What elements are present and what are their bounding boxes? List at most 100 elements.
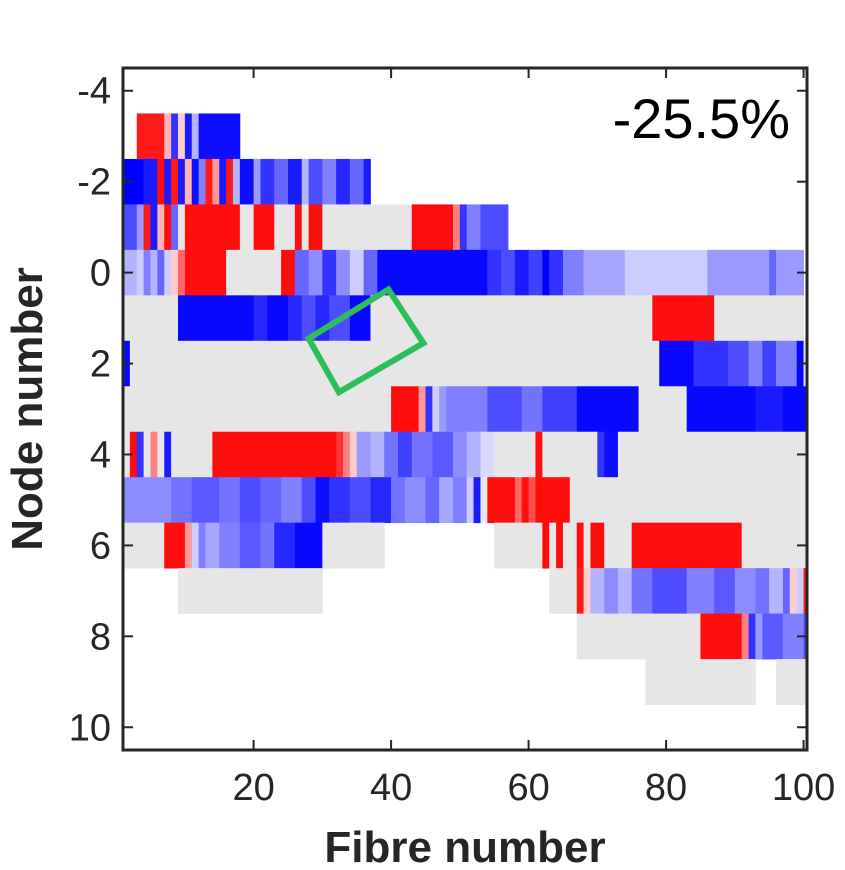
heatmap-cell [707, 249, 770, 296]
heatmap-cell [466, 431, 481, 478]
heatmap-cell [198, 522, 206, 569]
heatmap-cell [590, 568, 605, 614]
heatmap-cell [576, 613, 701, 660]
heatmap-cell [466, 477, 474, 524]
heatmap-cell [274, 522, 296, 569]
heatmap-cell [171, 204, 179, 251]
heatmap-cell [755, 613, 763, 660]
heatmap-cell [535, 431, 543, 478]
heatmap-cell [762, 340, 777, 387]
heatmap-cell [576, 386, 639, 433]
heatmap-cell [741, 522, 808, 569]
heatmap-cell [439, 477, 454, 524]
heatmap-cell [576, 568, 584, 614]
heatmap-cell [377, 249, 488, 296]
heatmap-cell [562, 522, 578, 569]
heatmap-cell [171, 249, 179, 296]
heatmap-cell [177, 249, 186, 296]
heatmap-cell [714, 295, 804, 342]
heatmap-cell [583, 568, 591, 614]
heatmap-cell [171, 158, 179, 205]
heatmap-cell [143, 204, 151, 251]
heatmap-cell [184, 158, 193, 205]
heatmap-cell [363, 249, 378, 296]
heatmap-cell [184, 204, 241, 251]
heatmap-cell [301, 477, 316, 524]
heatmap-cell [226, 249, 282, 296]
heatmap-cell [164, 249, 172, 296]
highlight-box [304, 285, 428, 397]
heatmap-cell [205, 522, 220, 569]
heatmap-cell [177, 568, 323, 614]
heatmap-cell [164, 204, 172, 251]
heatmap-cell [150, 204, 158, 251]
heatmap-cell [171, 431, 213, 478]
y-tick-label: 8 [90, 616, 111, 658]
heatmap-cell [693, 340, 729, 387]
heatmap-cell [157, 431, 165, 478]
heatmap-cell [239, 522, 261, 569]
heatmap-cell [652, 295, 715, 342]
heatmap-cell [624, 249, 708, 296]
heatmap-cell [514, 249, 529, 296]
heatmap-cell [769, 249, 777, 296]
heatmap-cell [514, 477, 523, 524]
heatmap-cell [549, 522, 557, 569]
heatmap-cell [466, 204, 481, 251]
plot-frame [121, 66, 809, 752]
heatmap-cell [576, 522, 584, 569]
heatmap-cell [191, 522, 200, 569]
heatmap-cell [604, 522, 633, 569]
heatmap-cell [349, 477, 371, 524]
heatmap-cell [205, 158, 213, 205]
heatmap-cell [631, 568, 653, 614]
heatmap-cell [480, 431, 495, 478]
heatmap-cell [652, 568, 688, 614]
heatmap-cell [301, 295, 316, 342]
heatmap-cell [755, 386, 784, 433]
heatmap-cell [157, 158, 165, 205]
heatmap-cell [212, 158, 220, 205]
heatmap-cell [452, 477, 468, 524]
heatmap-cell [755, 568, 770, 614]
heatmap-cell [123, 158, 145, 205]
heatmap-cell [267, 295, 289, 342]
heatmap-cell [136, 431, 145, 478]
heatmap-cell [452, 204, 461, 251]
heatmap-cell [432, 386, 440, 433]
heatmap-cell [404, 477, 426, 524]
heatmap-cell [549, 568, 578, 614]
heatmap-cell [184, 113, 193, 160]
heatmap-cell [356, 431, 371, 478]
axis-ticks: 20 40 60 80 100 -4 -2 0 2 4 6 8 10 [69, 68, 835, 809]
heatmap-cell [583, 522, 591, 569]
x-tick-label: 100 [772, 767, 835, 809]
heatmap-cell [308, 158, 323, 205]
heatmap-cell [191, 477, 220, 524]
heatmap-cell [521, 477, 529, 524]
heatmap-cell [198, 113, 241, 160]
heatmap-cell [418, 386, 426, 433]
heatmap-cell [322, 522, 385, 569]
heatmap-cell [494, 522, 543, 569]
heatmap-cell [748, 340, 763, 387]
heatmap-cell [446, 386, 488, 433]
heatmap-cell [322, 249, 337, 296]
heatmap-cell [631, 522, 743, 569]
heatmap-cell [549, 249, 564, 296]
heatmap-cell [308, 204, 323, 251]
heatmap-cell [136, 113, 165, 160]
heatmap-cell [638, 386, 688, 433]
heatmap-cell [473, 477, 481, 524]
x-tick-label: 60 [507, 767, 549, 809]
heatmap-cell [604, 431, 619, 478]
heatmap-cell [432, 431, 454, 478]
heatmap-cell [281, 249, 296, 296]
heatmap-cells [123, 113, 808, 705]
heatmap-cell [803, 568, 808, 614]
heatmap-cell [542, 249, 550, 296]
heatmap-cell [274, 158, 289, 205]
heatmap-cell [177, 204, 186, 251]
heatmap-cell [480, 204, 509, 251]
heatmap-cell [411, 204, 454, 251]
